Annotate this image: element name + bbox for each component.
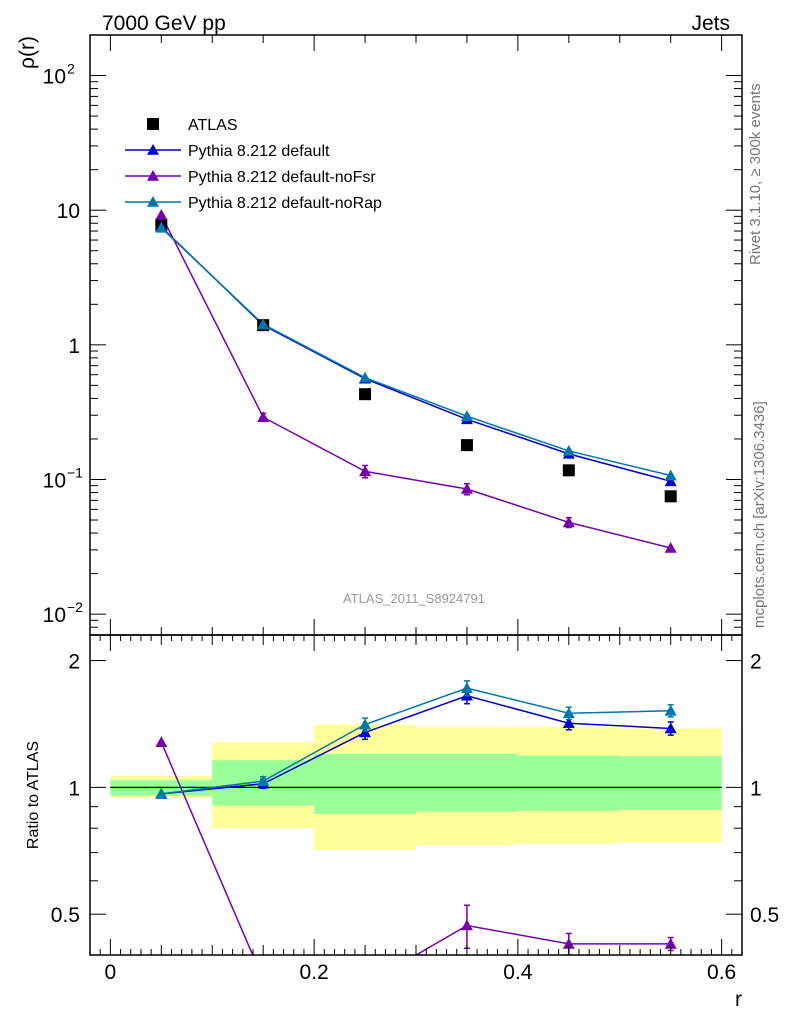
point-noFsr <box>155 209 168 220</box>
ratio-x-tick-label: 0.6 <box>707 961 736 984</box>
main-plot-area <box>155 209 677 553</box>
legend: ATLAS Pythia 8.212 default Pythia 8.212 de… <box>125 117 382 212</box>
point-noFsr <box>460 482 473 494</box>
ratio-frame <box>89 634 743 956</box>
uncertainty-band-inner <box>619 756 722 810</box>
ratio-point-noRap <box>460 682 473 693</box>
point-noRap <box>155 221 168 233</box>
ratio-x-tick-label: 0.4 <box>503 961 533 984</box>
ratio-x-tick-label: 0 <box>105 961 117 984</box>
ratio-point-noRap <box>257 775 270 786</box>
uncertainty-band-inner <box>517 755 620 811</box>
main-y-tick-label: 1 <box>68 335 80 358</box>
legend-label-noRap: Pythia 8.212 default-noRap <box>188 195 382 212</box>
point-noFsr <box>562 516 575 528</box>
legend-label-data: ATLAS <box>188 117 238 134</box>
ratio-y-tick-label-right: 0.5 <box>750 904 779 927</box>
legend-marker-noRap <box>147 196 159 207</box>
point-noFsr <box>359 465 372 477</box>
legend-marker-default <box>147 144 159 155</box>
ratio-plot-area <box>110 680 722 955</box>
ratio-line-default <box>161 694 671 795</box>
header-left: 7000 GeV pp <box>102 12 226 35</box>
ratio-y-tick-label: 1 <box>68 777 80 800</box>
series-line-noRap <box>160 227 671 477</box>
ratio-y-axis-label: Ratio to ATLAS <box>25 741 42 849</box>
series-line-noFsr <box>160 214 671 549</box>
x-axis-label: r <box>735 988 742 1011</box>
point-default <box>664 475 677 487</box>
ratio-point-default <box>359 726 372 738</box>
point-data <box>460 439 473 452</box>
legend-label-noFsr: Pythia 8.212 default-noFsr <box>188 169 376 186</box>
point-data <box>359 388 372 401</box>
point-data <box>664 490 677 503</box>
main-y-tick-label: 10 <box>43 469 66 492</box>
point-noRap <box>562 444 575 456</box>
point-noFsr <box>257 411 270 423</box>
ratio-line-noRap <box>161 687 671 795</box>
point-noFsr <box>664 541 677 553</box>
series-line-default <box>160 226 671 482</box>
ratio-line-noFsr <box>160 741 671 955</box>
ratio-point-noRap <box>155 787 168 799</box>
header-right: Jets <box>691 12 730 35</box>
main-y-tick-label: 10 <box>57 200 80 223</box>
legend-marker-noFsr <box>147 170 159 181</box>
ratio-point-noFsr <box>562 937 575 949</box>
point-noRap <box>460 410 473 422</box>
watermark: ATLAS_2011_S8924791 <box>343 591 485 606</box>
main-y-tick-exponent: 2 <box>67 61 75 77</box>
rivet-label: Rivet 3.1.10, ≥ 300k events <box>747 83 764 265</box>
ratio-point-noRap <box>562 707 575 718</box>
point-noRap <box>664 469 677 481</box>
point-data <box>562 464 575 477</box>
ratio-point-noFsr <box>460 919 473 931</box>
ratio-y-tick-label: 0.5 <box>51 904 80 927</box>
main-y-tick-label: 10 <box>43 66 66 89</box>
mcplots-label: mcplots.cern.ch [arXiv:1306.3436] <box>751 401 768 628</box>
point-noRap <box>359 371 372 383</box>
legend-label-default: Pythia 8.212 default <box>188 143 330 160</box>
ratio-panel: 0 0.2 0.4 0.6 0.5 0.5 1 1 2 2 Ratio to ATLAS r <box>25 634 779 1011</box>
ratio-point-default <box>664 722 677 734</box>
ratio-point-noRap <box>664 704 677 716</box>
main-y-tick-exponent: −2 <box>67 599 83 615</box>
ratio-point-noFsr <box>664 937 677 949</box>
ratio-x-tick-label: 0.2 <box>300 961 329 984</box>
point-noRap <box>257 318 270 330</box>
ratio-point-default <box>562 717 575 729</box>
ratio-y-tick-label: 2 <box>68 651 80 674</box>
ratio-point-noFsr <box>155 736 168 748</box>
uncertainty-band-inner <box>314 754 416 814</box>
ratio-y-tick-label-right: 2 <box>750 651 762 674</box>
uncertainty-band-inner <box>416 754 518 812</box>
ratio-point-noRap <box>359 718 372 730</box>
main-y-axis-label: ρ(r) <box>16 36 39 69</box>
main-y-tick-exponent: −1 <box>67 464 83 480</box>
ratio-y-tick-label-right: 1 <box>750 777 762 800</box>
legend-marker-data <box>147 118 159 130</box>
main-y-tick-label: 10 <box>43 604 66 627</box>
